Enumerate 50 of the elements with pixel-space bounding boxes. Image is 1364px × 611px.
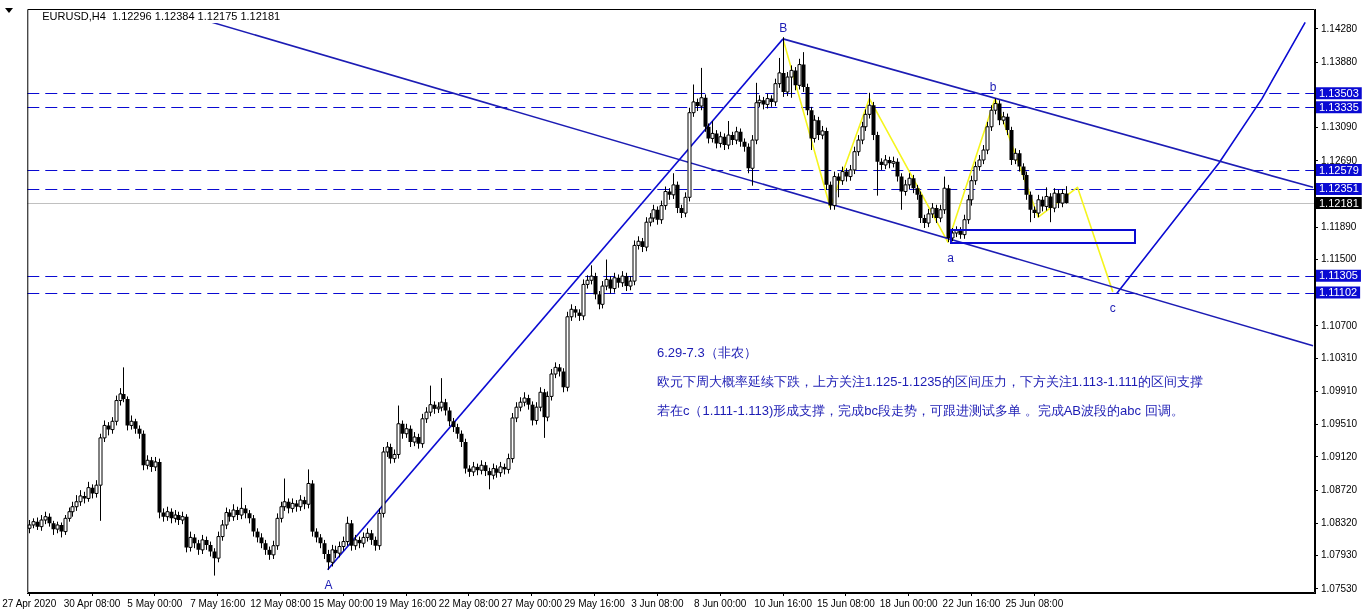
y-tick-label: 1.07530 [1321,582,1358,594]
y-tick-label: 1.13880 [1321,55,1358,67]
y-tick-label: 1.09120 [1321,450,1358,462]
ref-line-label: 1.13335 [1319,100,1359,113]
ref-line-label: 1.11102 [1319,286,1358,299]
x-tick-label: 22 Jun 16:00 [942,597,1001,609]
x-tick-label: 30 Apr 08:00 [63,597,121,609]
x-tick-label: 25 Jun 08:00 [1005,597,1064,609]
annotation: 欧元下周大概率延续下跌，上方关注1.125-1.1235的区间压力，下方关注1.113-1.111的区间支撑 [656,373,1204,389]
annotation: 若在c（1.111-1.113)形成支撑，完成bc段走势，可跟进测试多单 。完成AB波段的abc 回调。 [656,402,1184,418]
x-tick-label: 22 May 08:00 [438,597,500,609]
ref-line-label: 1.12579 [1319,163,1359,176]
ref-line-label: 1.12181 [1319,196,1359,209]
candlestick [251,514,256,538]
y-tick-label: 1.10700 [1321,319,1358,331]
x-tick-label: 29 May 16:00 [564,597,626,609]
x-tick-label: 8 Jun 00:00 [694,597,747,609]
chart-title: EURUSD,H4 1.12296 1.12384 1.12175 1.12181 [42,10,281,23]
x-tick-label: 19 May 16:00 [375,597,437,609]
x-tick-label: 10 Jun 16:00 [754,597,813,609]
y-tick-label: 1.12690 [1321,154,1358,166]
y-tick-label: 1.07930 [1321,549,1358,561]
y-tick-label: 1.10310 [1321,351,1358,363]
y-tick-label: 1.08320 [1321,517,1358,529]
annotation: A [324,578,333,593]
y-tick-label: 1.08720 [1321,483,1358,495]
x-tick-label: 15 May 00:00 [313,597,375,609]
y-tick-label: 1.11500 [1321,253,1357,265]
annotation: b [989,79,997,94]
x-tick-label: 27 Apr 2020 [2,597,57,609]
y-tick-label: 1.14280 [1321,22,1358,34]
annotation: B [779,21,788,36]
x-tick-label: 18 Jun 00:00 [879,597,939,609]
ref-line-label: 1.13503 [1319,86,1359,99]
y-tick-label: 1.09910 [1321,385,1358,397]
y-tick-label: 1.09510 [1321,418,1358,430]
ref-line-label: 1.12351 [1319,182,1359,195]
y-tick-label: 1.11890 [1321,220,1357,232]
y-tick-label: 1.13090 [1321,121,1358,133]
candlestick [675,181,680,214]
annotation: c [1109,301,1116,316]
annotation: 6.29-7.3（非农） [656,345,757,361]
x-tick-label: 15 Jun 08:00 [816,597,876,609]
x-tick-label: 27 May 00:00 [501,597,563,609]
x-tick-label: 3 Jun 08:00 [631,597,684,609]
x-tick-label: 7 May 16:00 [190,597,246,609]
x-tick-label: 12 May 08:00 [250,597,312,609]
ref-line-label: 1.11305 [1319,269,1358,282]
annotation: a [947,250,955,265]
x-tick-label: 5 May 00:00 [127,597,183,609]
